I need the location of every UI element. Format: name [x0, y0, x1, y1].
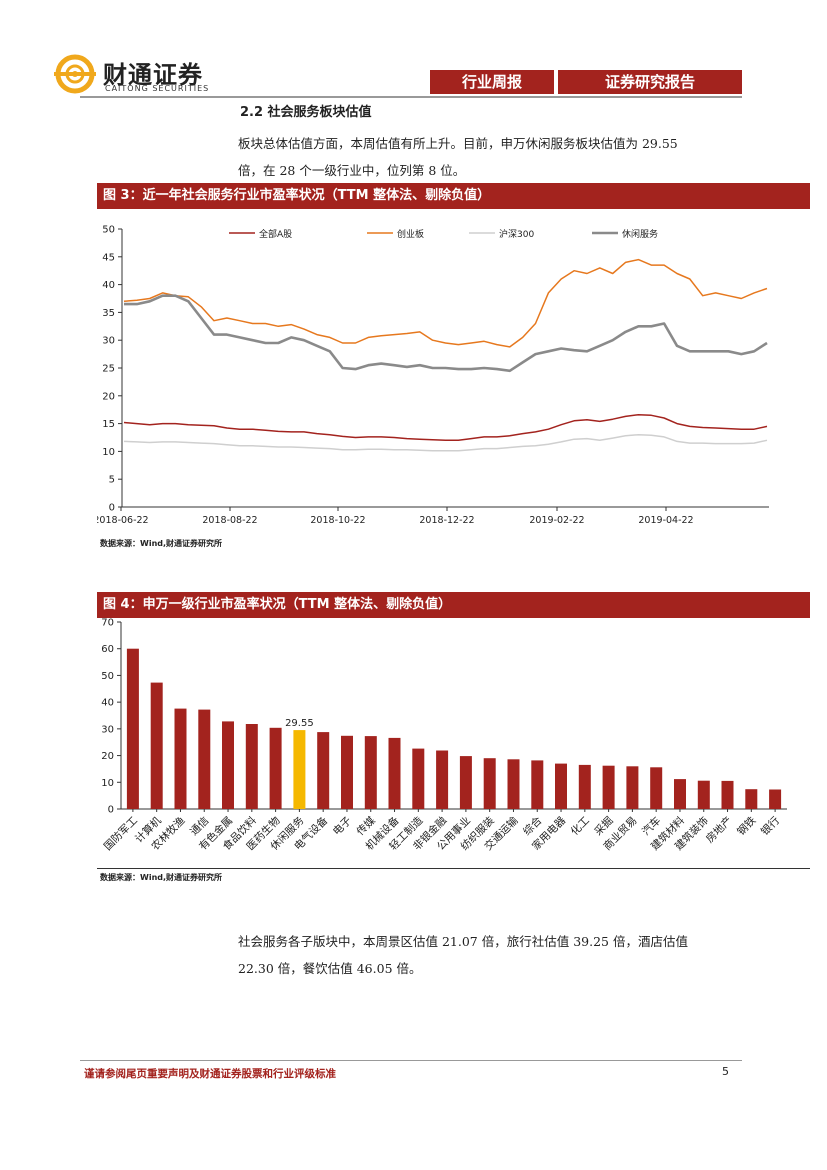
category-label: 国防军工 — [101, 814, 140, 853]
x-tick-label: 2019-04-22 — [638, 515, 693, 526]
logo-english: CAITONG SECURITIES — [105, 84, 210, 93]
y-tick-label: 50 — [102, 225, 115, 236]
section-title: 2.2 社会服务板块估值 — [240, 105, 372, 120]
figure3-source: 数据来源：Wind,财通证券研究所 — [100, 539, 223, 548]
header-divider — [80, 96, 742, 98]
y-tick-label: 20 — [101, 751, 114, 762]
bar — [245, 724, 258, 809]
bar — [198, 709, 211, 809]
x-tick-label: 2018-12-22 — [419, 515, 474, 526]
paragraph-line: 22.30 倍，餐饮估值 46.05 倍。 — [238, 961, 422, 976]
bar — [769, 789, 782, 809]
y-tick-label: 30 — [102, 336, 115, 347]
header-tag-weekly: 行业周报 — [430, 70, 554, 94]
category-label: 银行 — [758, 814, 782, 838]
logo-name: 财通证券 — [103, 61, 203, 89]
footer-divider — [80, 1060, 742, 1061]
legend-label: 休闲服务 — [622, 228, 658, 240]
category-label: 钢铁 — [734, 814, 758, 838]
y-tick-label: 35 — [102, 308, 115, 319]
bar — [674, 779, 686, 809]
bar — [745, 789, 758, 809]
x-tick-label: 2018-06-22 — [97, 515, 149, 526]
bar — [222, 721, 234, 809]
header-tag-report: 证券研究报告 — [558, 70, 742, 94]
bar — [555, 763, 567, 809]
y-tick-label: 45 — [102, 252, 115, 263]
category-label: 化工 — [568, 814, 592, 838]
y-tick-label: 30 — [101, 724, 114, 735]
bar — [412, 748, 425, 809]
y-tick-label: 0 — [109, 503, 115, 514]
bar — [459, 756, 472, 809]
y-tick-label: 25 — [102, 364, 115, 375]
bar — [126, 648, 139, 809]
x-tick-label: 2018-10-22 — [310, 515, 365, 526]
bar — [531, 760, 544, 809]
series-line — [124, 294, 768, 373]
y-tick-label: 40 — [101, 698, 114, 709]
series-line — [123, 258, 768, 348]
bar — [150, 682, 163, 809]
x-tick-label: 2019-02-22 — [529, 515, 584, 526]
logo-icon — [54, 54, 96, 94]
bar-highlight — [293, 730, 306, 809]
footer-disclaimer: 谨请参阅尾页重要声明及财通证券股票和行业评级标准 — [84, 1068, 336, 1080]
y-tick-label: 10 — [101, 778, 114, 789]
legend-label: 创业板 — [397, 228, 424, 240]
y-tick-label: 50 — [101, 671, 114, 682]
bar — [269, 727, 282, 809]
figure4-source: 数据来源：Wind,财通证券研究所 — [100, 873, 223, 882]
bar — [721, 780, 734, 809]
bar — [317, 732, 330, 809]
paragraph-line: 倍，在 28 个一级行业中，位列第 8 位。 — [238, 163, 466, 178]
bar — [507, 759, 520, 809]
category-label: 房地产 — [703, 814, 734, 845]
legend-label: 全部A股 — [259, 228, 292, 240]
y-tick-label: 15 — [102, 419, 115, 430]
bar — [436, 750, 449, 809]
bar — [364, 736, 377, 809]
series-line — [123, 433, 768, 452]
y-tick-label: 70 — [101, 618, 114, 629]
category-label: 电子 — [330, 814, 354, 838]
bar — [697, 780, 710, 809]
paragraph-line: 社会服务各子版块中，本周景区估值 21.07 倍，旅行社估值 39.25 倍，酒… — [238, 934, 688, 949]
series-line — [123, 413, 768, 442]
y-tick-label: 60 — [101, 644, 114, 655]
x-tick-label: 2018-08-22 — [202, 515, 257, 526]
bar — [174, 708, 187, 809]
line-chart: 0 5 10 15 20 25 30 35 40 45 50 2018-06-22 2018-08-22… — [97, 225, 769, 526]
data-label: 29.55 — [285, 718, 314, 729]
bar — [626, 766, 639, 809]
bar — [341, 735, 353, 809]
header: 财通证券 CAITONG SECURITIES 行业周报 证券研究报告 — [0, 0, 827, 100]
figure4-caption: 图 4：申万一级行业市盈率状况（TTM 整体法、剔除负值） — [97, 592, 810, 618]
bar — [602, 765, 615, 809]
figure4-divider — [97, 868, 810, 869]
y-tick-label: 10 — [102, 447, 115, 458]
bar — [578, 764, 591, 809]
paragraph-line: 板块总体估值方面，本周估值有所上升。目前，申万休闲服务板块估值为 29.55 — [238, 136, 678, 151]
bar — [483, 758, 496, 809]
y-tick-label: 5 — [109, 475, 115, 486]
y-tick-label: 0 — [108, 805, 114, 816]
y-tick-label: 40 — [102, 280, 115, 291]
bar — [388, 737, 401, 809]
y-tick-label: 20 — [102, 391, 115, 402]
legend-label: 沪深300 — [499, 228, 534, 240]
figure3-caption: 图 3：近一年社会服务行业市盈率状况（TTM 整体法、剔除负值） — [97, 183, 810, 209]
bar — [650, 767, 663, 809]
page-number: 5 — [722, 1065, 729, 1078]
